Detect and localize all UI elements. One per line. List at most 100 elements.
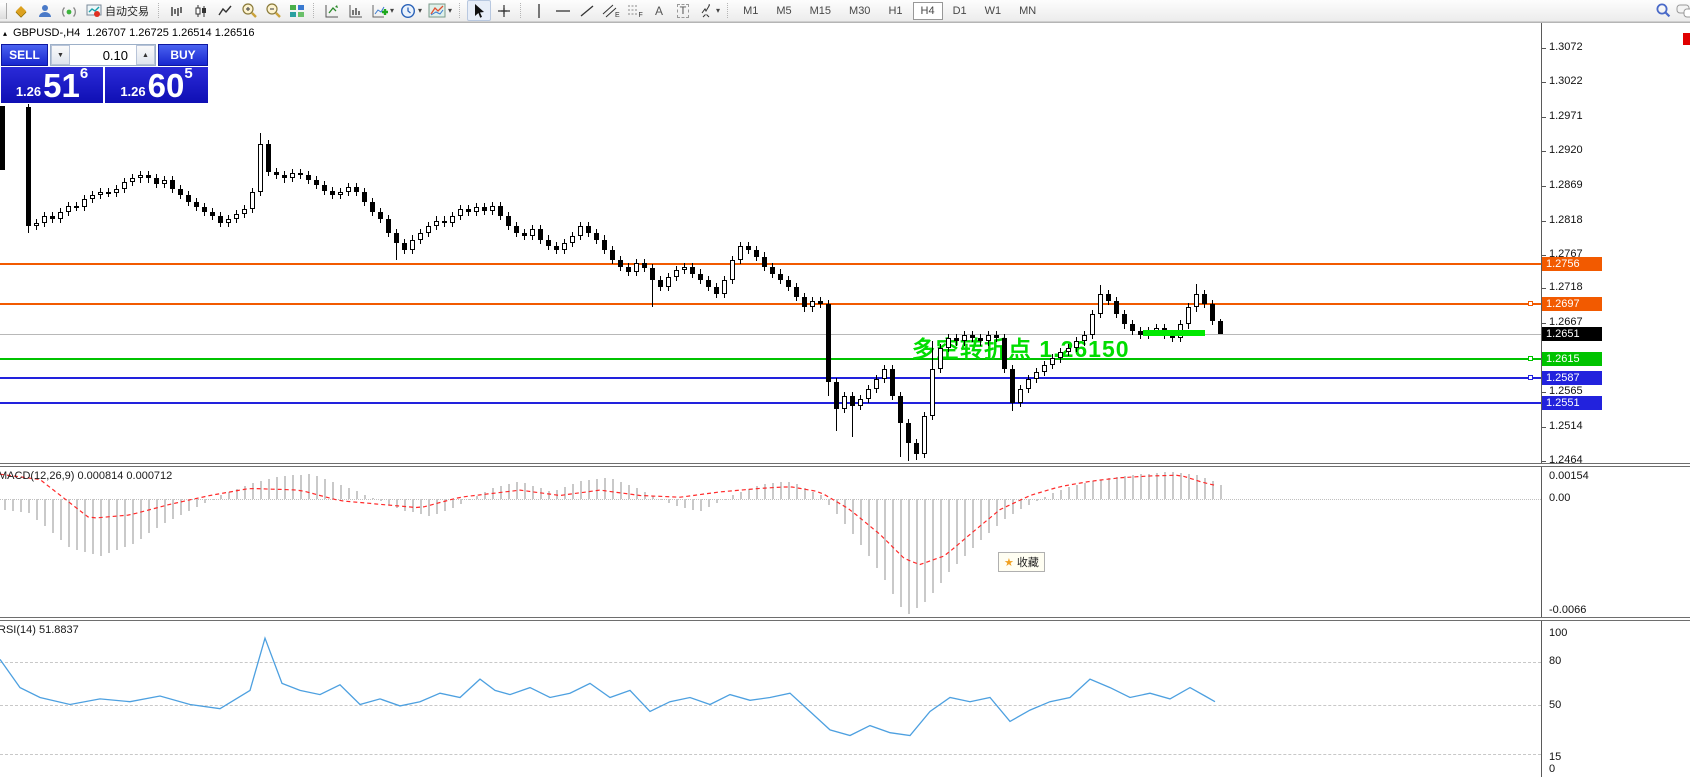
new-chart-button[interactable] (345, 1, 367, 20)
chat-icon[interactable] (1676, 1, 1690, 20)
equidistant-channel-tool-button[interactable]: E (600, 1, 622, 20)
search-icon[interactable] (1652, 1, 1674, 20)
timeframe-button-M5[interactable]: M5 (776, 4, 792, 17)
candle-body (378, 212, 383, 220)
macd-histogram-bar (1028, 499, 1030, 505)
level-price-tag: 1.2587 (1542, 371, 1602, 386)
buy-price-display[interactable]: 1.26 60 5 (105, 66, 208, 103)
macd-histogram-bar (180, 499, 182, 515)
period-button[interactable]: ▾ (398, 1, 424, 20)
macd-histogram-bar (732, 494, 734, 499)
crosshair-tool-button[interactable] (493, 1, 515, 20)
new-order-icon[interactable] (0, 2, 7, 19)
rsi-pane-separator[interactable] (0, 617, 1690, 621)
horizontal-line-tool-button[interactable] (552, 1, 574, 20)
macd-histogram-bar (4, 499, 6, 510)
candle-body (290, 172, 295, 179)
macd-histogram-bar (108, 499, 110, 553)
level-line[interactable] (0, 302, 1541, 305)
toolbar: ◆ 自动交易 ▾ ▾ ▾ (0, 0, 1690, 22)
candle-body (186, 195, 191, 203)
buy-button[interactable]: BUY (158, 44, 208, 66)
sell-price-display[interactable]: 1.26 51 6 (1, 66, 103, 103)
favorites-box[interactable]: ★ 收藏 (998, 552, 1045, 572)
candle-body (122, 181, 127, 189)
line-endpoint-marker[interactable] (1528, 356, 1533, 362)
macd-histogram-bar (964, 499, 966, 556)
candlestick-mode-button[interactable] (190, 1, 212, 20)
candle-body (1018, 389, 1023, 403)
macd-histogram-bar (620, 481, 622, 499)
volume-input[interactable]: 0.10 (102, 47, 128, 63)
candle-body (42, 215, 47, 223)
candle-body (818, 300, 823, 305)
text-label-tool-button[interactable]: T (672, 1, 694, 20)
level-line[interactable] (0, 377, 1541, 380)
bar-chart-mode-button[interactable] (166, 1, 188, 20)
macd-histogram-bar (84, 499, 86, 552)
timeframe-button-M15[interactable]: M15 (809, 4, 832, 17)
price-tick-mark (1541, 427, 1546, 429)
macd-pane-separator[interactable] (0, 463, 1690, 467)
zoom-in-button[interactable] (238, 1, 260, 20)
macd-histogram-bar (844, 499, 846, 524)
candle-body (474, 206, 479, 213)
line-chart-mode-button[interactable] (214, 1, 236, 20)
macd-histogram-bar (700, 499, 702, 512)
timeframe-button-H1[interactable]: H1 (888, 4, 903, 17)
line-endpoint-marker[interactable] (1528, 375, 1533, 381)
fibonacci-tool-button[interactable]: F (624, 1, 646, 20)
auto-trading-button[interactable]: 自动交易 (82, 1, 153, 20)
level-line[interactable] (0, 401, 1541, 404)
timeframe-button-M30[interactable]: M30 (849, 4, 871, 17)
edge-candle (0, 106, 5, 170)
add-indicator-button[interactable]: ▾ (369, 1, 396, 20)
candle-body (210, 212, 215, 216)
template-button[interactable]: ▾ (426, 1, 454, 20)
candle-body (402, 242, 407, 250)
arrows-tool-button[interactable]: ▾ (696, 1, 722, 20)
macd-histogram-bar (1148, 473, 1150, 499)
candle-body (954, 338, 959, 342)
macd-axis-label: 0.00154 (1549, 470, 1589, 482)
volume-decrease-button[interactable]: ▼ (51, 45, 70, 65)
text-tool-button[interactable]: A (655, 3, 664, 18)
zoom-out-button[interactable] (262, 1, 284, 20)
vertical-line-tool-button[interactable] (528, 1, 550, 20)
sell-button[interactable]: SELL (1, 44, 48, 66)
macd-histogram-bar (820, 495, 822, 499)
tile-windows-button[interactable] (286, 1, 308, 20)
candle-body (1138, 331, 1143, 335)
market-depth-icon[interactable]: ◆ (10, 1, 32, 20)
signals-icon[interactable] (58, 1, 80, 20)
price-tick-label: 1.2718 (1549, 281, 1583, 294)
candle-body (770, 266, 775, 274)
macd-histogram-bar (116, 499, 118, 550)
timeframe-button-M1[interactable]: M1 (743, 4, 759, 17)
timeframe-button-W1[interactable]: W1 (984, 4, 1002, 17)
macd-axis-label: -0.0066 (1549, 604, 1587, 616)
macd-histogram-bar (852, 499, 854, 534)
strategy-tester-button[interactable] (321, 1, 343, 20)
level-price-tag: 1.2756 (1542, 256, 1602, 271)
price-tick-label: 1.2565 (1549, 385, 1583, 398)
macd-histogram-bar (452, 499, 454, 508)
candle-body (786, 280, 791, 288)
line-endpoint-marker[interactable] (1528, 300, 1533, 306)
trendline-tool-button[interactable] (576, 1, 598, 20)
macd-histogram-bar (308, 474, 310, 499)
timeframe-button-D1[interactable]: D1 (952, 4, 967, 17)
candle-body (890, 368, 895, 396)
timeframe-button-H4[interactable]: H4 (912, 1, 943, 20)
level-line[interactable] (0, 358, 1541, 361)
timeframe-button-MN[interactable]: MN (1019, 4, 1037, 17)
macd-histogram-bar (1140, 474, 1142, 499)
macd-histogram-bar (188, 499, 190, 511)
level-line[interactable] (0, 262, 1541, 265)
candle-body (1010, 368, 1015, 403)
macd-histogram-bar (652, 495, 654, 499)
cursor-tool-button[interactable] (467, 0, 492, 21)
support-highlight-zone (1143, 330, 1205, 336)
profile-icon[interactable] (34, 1, 56, 20)
volume-increase-button[interactable]: ▲ (136, 45, 155, 65)
